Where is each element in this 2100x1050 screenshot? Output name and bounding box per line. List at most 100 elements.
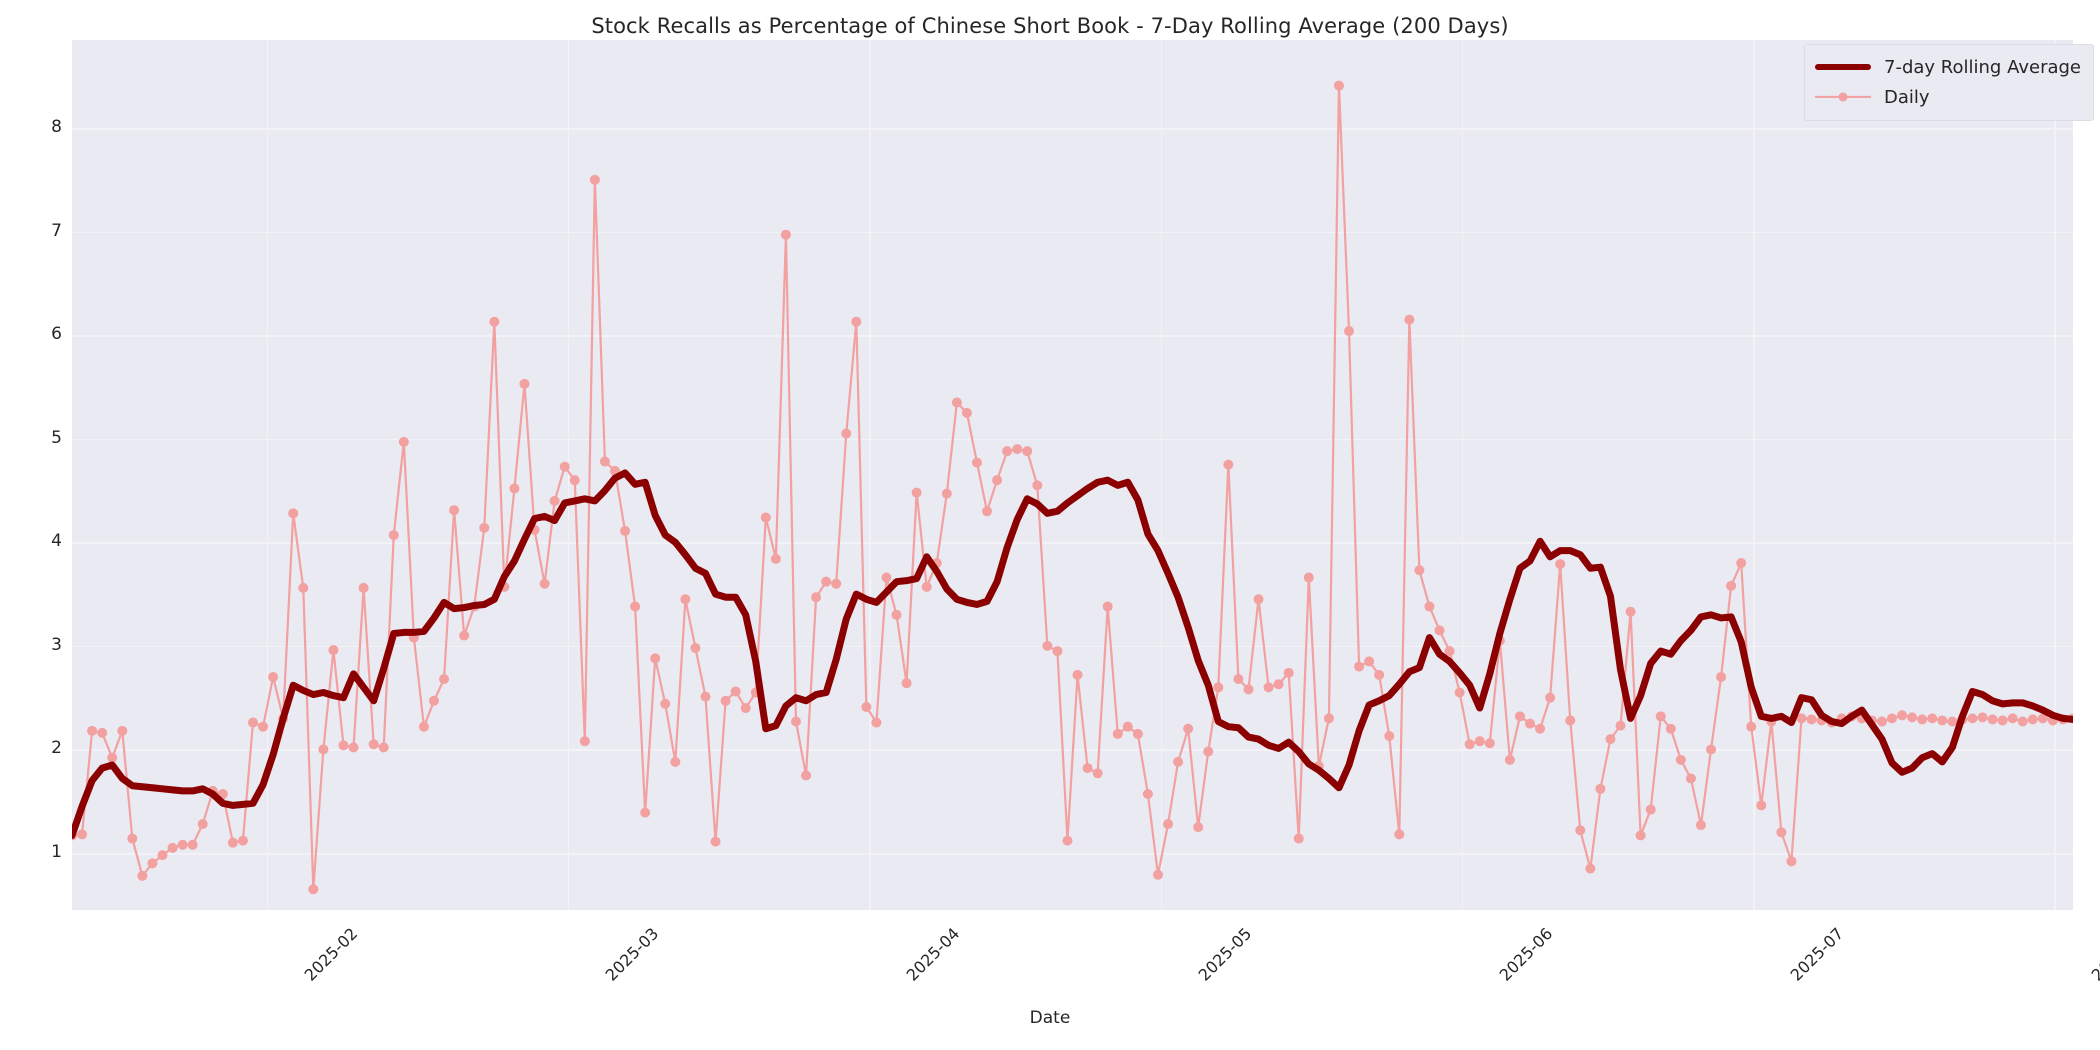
daily-data-point [549,495,560,506]
gridline-vertical [567,40,570,910]
daily-data-point [1726,580,1737,591]
daily-data-point [328,645,339,656]
daily-data-point [1967,713,1978,724]
daily-data-point [559,461,570,472]
daily-data-point [308,884,319,895]
daily-data-point [1504,754,1515,765]
daily-data-point [1414,565,1425,576]
y-tick-label: 7 [51,220,62,241]
legend-swatch-daily [1815,87,1872,107]
x-tick-label: 2025-06 [1495,924,1556,985]
daily-data-point [187,839,198,850]
daily-data-point [1303,572,1314,583]
daily-data-point [1273,679,1284,690]
gridline-horizontal [72,853,2073,855]
daily-data-point [1746,721,1757,732]
chart-legend[interactable]: 7-day Rolling Average Daily [1804,44,2094,121]
daily-data-point [1062,835,1073,846]
gridline-horizontal [72,335,2073,337]
daily-data-point [1706,744,1717,755]
daily-data-point [1384,731,1395,741]
daily-data-point [660,698,671,709]
data-series-svg [72,80,2073,895]
daily-data-point [87,725,98,736]
daily-data-point [1333,80,1344,91]
daily-data-point [1876,716,1887,727]
daily-line [72,84,2073,891]
daily-data-point [1786,856,1797,867]
daily-data-point [418,721,429,732]
daily-data-point [117,725,128,736]
daily-data-point [428,695,439,706]
daily-data-point [911,487,922,498]
gridline-horizontal [72,231,2073,234]
daily-data-point [941,488,952,499]
daily-data-point [1243,684,1254,695]
x-tick-label: 2025-04 [902,924,964,985]
daily-data-point [760,512,771,523]
daily-data-point [509,483,520,494]
daily-data-point [97,727,108,738]
daily-data-point [1897,710,1908,721]
daily-data-point [1404,314,1415,325]
daily-data-point [821,576,832,587]
daily-data-point [891,609,902,620]
daily-data-point [1776,827,1787,838]
daily-data-point [1605,734,1616,745]
daily-data-point [1464,739,1475,750]
daily-data-point [680,594,691,605]
daily-data-point [1002,446,1013,457]
daily-data-point [358,582,369,593]
daily-data-point [1454,687,1465,698]
daily-data-point [1645,804,1656,815]
daily-data-point [1615,720,1626,731]
x-tick-label: 2025-08 [2087,924,2100,985]
daily-data-point [599,456,610,467]
daily-data-point [288,508,299,519]
legend-item-rolling-average[interactable]: 7-day Rolling Average [1815,52,2081,82]
daily-data-point [1474,736,1485,747]
daily-data-point [1344,326,1355,337]
daily-data-point [851,316,862,327]
daily-data-point [449,505,460,516]
daily-data-point [1796,713,1807,724]
gridline-vertical [266,40,269,910]
daily-data-point [1535,723,1546,734]
daily-data-point [398,436,409,447]
daily-data-point [1132,728,1143,739]
daily-data-point [348,742,359,753]
legend-item-daily[interactable]: Daily [1815,82,2081,112]
daily-data-point [1917,714,1928,725]
daily-data-point [539,578,550,589]
daily-data-point [1203,746,1214,757]
daily-data-point [489,316,500,327]
daily-data-point [982,506,993,517]
daily-data-point [1987,714,1998,725]
rolling-average-line [72,469,2073,839]
daily-data-point [801,770,812,781]
daily-data-point [740,703,751,714]
daily-data-point [77,829,88,840]
daily-data-point [1142,789,1153,799]
daily-data-point [439,674,450,685]
daily-data-point [1032,480,1043,491]
daily-data-point [459,630,470,641]
daily-data-point [268,671,279,682]
daily-data-point [1806,714,1817,725]
daily-data-point [1364,656,1375,667]
daily-data-point [1444,646,1455,657]
daily-data-point [177,839,188,850]
daily-data-point [1233,674,1244,685]
daily-data-point [1152,869,1163,880]
daily-data-point [388,530,399,541]
daily-data-point [107,752,118,763]
chart-title: Stock Recalls as Percentage of Chinese S… [591,14,1509,38]
daily-data-point [1293,833,1304,844]
daily-data-point [1323,713,1334,724]
daily-data-point [720,695,731,706]
daily-data-point [519,378,530,389]
daily-data-point [1112,728,1123,739]
daily-data-point [247,717,258,728]
daily-data-point [770,553,781,564]
daily-data-point [1374,669,1385,680]
